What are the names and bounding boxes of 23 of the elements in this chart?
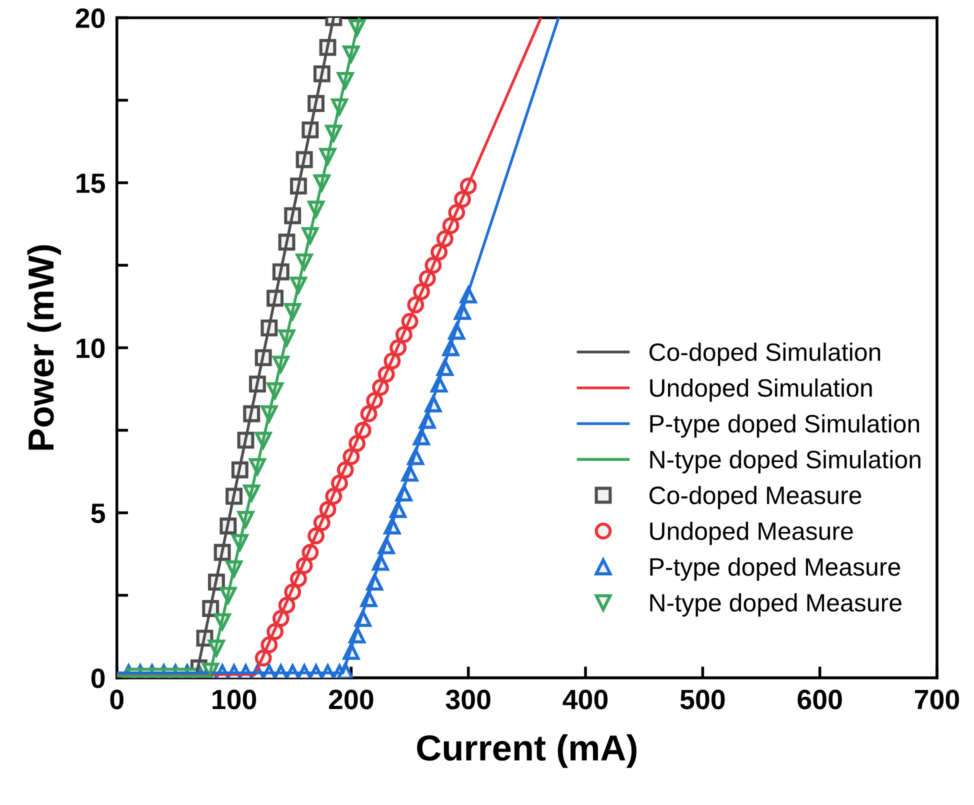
y-tick-label: 20 (76, 8, 105, 28)
legend-label: N-type doped Simulation (650, 450, 920, 474)
y-tick-label: 10 (76, 338, 105, 358)
x-tick-label: 700 (915, 690, 960, 710)
legend-label: P-type doped Simulation (650, 414, 920, 438)
y-tick-label: 5 (91, 504, 105, 524)
x-tick-label: 0 (110, 690, 124, 710)
legend-label: N-type doped Measure (650, 593, 902, 617)
legend-label: Co-doped Measure (650, 486, 862, 510)
x-tick-label: 100 (212, 690, 256, 710)
x-tick-label: 300 (446, 690, 490, 710)
y-tick-label: 0 (91, 668, 105, 688)
x-tick-label: 500 (680, 690, 725, 710)
x-tick-label: 400 (562, 690, 608, 710)
x-tick-label: 600 (798, 690, 842, 710)
legend-label: P-type doped Measure (650, 557, 900, 581)
legend-label: Undoped Simulation (650, 378, 872, 402)
y-tick-label: 15 (76, 174, 105, 194)
x-tick-label: 200 (328, 690, 374, 710)
legend-label: Co-doped Simulation (650, 342, 880, 366)
y-axis-title: Power (mW) (27, 245, 61, 450)
legend-label: Undoped Measure (650, 522, 853, 545)
x-axis-title: Current (mA) (417, 734, 636, 768)
